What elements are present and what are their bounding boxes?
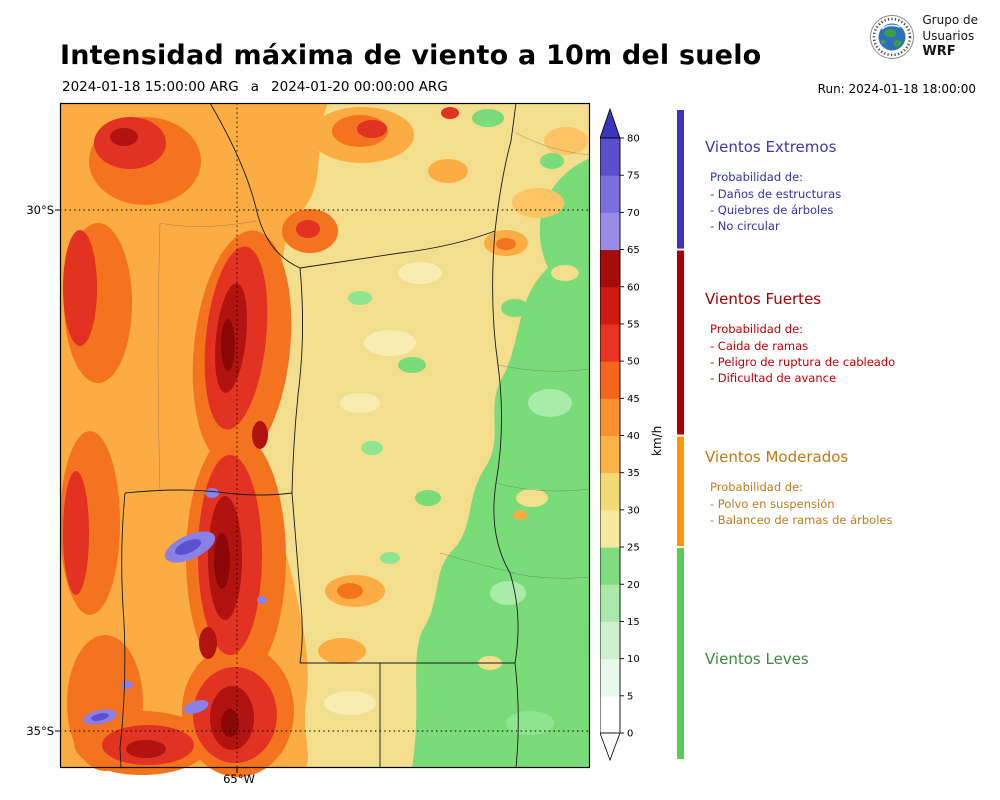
probability-label: Probabilidad de: bbox=[710, 322, 804, 336]
svg-text:30: 30 bbox=[627, 505, 640, 516]
wrf-group-logo: Grupo de Usuarios WRF bbox=[869, 13, 978, 61]
lat-tick-35s: 35°S bbox=[26, 724, 54, 738]
valid-period: 2024-01-18 15:00:00 ARG a 2024-01-20 00:00… bbox=[62, 79, 448, 95]
svg-text:0: 0 bbox=[627, 729, 633, 740]
legend-item: - Polvo en suspensión bbox=[710, 497, 835, 511]
logo-line-1: Grupo de bbox=[922, 13, 978, 27]
province-borders bbox=[119, 102, 519, 769]
legend-section-body: Probabilidad de: - Polvo en suspensión -… bbox=[705, 480, 997, 528]
svg-text:70: 70 bbox=[627, 208, 640, 219]
model-run-label: Run: 2024-01-18 18:00:00 bbox=[817, 82, 976, 96]
axis-ticks bbox=[55, 209, 238, 773]
legend-section-body: Probabilidad de: - Daños de estructuras … bbox=[705, 170, 997, 234]
legend-section-fuertes: Vientos Fuertes Probabilidad de: - Caida… bbox=[705, 290, 997, 386]
legend-section-moderados: Vientos Moderados Probabilidad de: - Pol… bbox=[705, 448, 997, 528]
colorbar-panel: 0 5 10 15 20 25 30 35 40 45 50 55 60 65 70 75 80 bbox=[599, 106, 692, 768]
wind-intensity-map bbox=[55, 102, 591, 777]
svg-text:40: 40 bbox=[627, 431, 640, 442]
legend-item: - Daños de estructuras bbox=[710, 187, 842, 201]
map-frame bbox=[59, 102, 591, 769]
legend-section-title: Vientos Leves bbox=[705, 650, 809, 668]
legend-item: - Quiebres de árboles bbox=[710, 203, 834, 217]
legend-section-leves: Vientos Leves bbox=[705, 650, 997, 668]
extreme-wind-spots bbox=[83, 488, 267, 725]
svg-text:75: 75 bbox=[627, 171, 640, 182]
svg-text:15: 15 bbox=[627, 617, 640, 628]
svg-text:50: 50 bbox=[627, 357, 640, 368]
svg-text:65: 65 bbox=[627, 245, 640, 256]
legend-section-body: Probabilidad de: - Caida de ramas - Peli… bbox=[705, 322, 997, 386]
svg-text:25: 25 bbox=[627, 543, 640, 554]
legend-item: - Caida de ramas bbox=[710, 339, 809, 353]
legend-section-title: Vientos Fuertes bbox=[705, 290, 822, 308]
svg-text:55: 55 bbox=[627, 319, 640, 330]
lat-tick-30s: 30°S bbox=[26, 203, 54, 217]
legend-item: - Peligro de ruptura de cableado bbox=[710, 355, 896, 369]
valid-from: 2024-01-18 15:00:00 ARG bbox=[62, 79, 239, 95]
svg-text:45: 45 bbox=[627, 394, 640, 405]
probability-label: Probabilidad de: bbox=[710, 480, 804, 494]
colorbar-unit-label: km/h bbox=[650, 425, 664, 456]
svg-text:5: 5 bbox=[627, 691, 633, 702]
logo-line-3: WRF bbox=[922, 44, 956, 60]
wind-speed-colorbar: 0 5 10 15 20 25 30 35 40 45 50 55 60 65 70 75 80 bbox=[599, 107, 684, 762]
legend-section-title: Vientos Extremos bbox=[705, 138, 837, 156]
legend-section-extremos: Vientos Extremos Probabilidad de: - Daño… bbox=[705, 138, 997, 234]
svg-text:10: 10 bbox=[627, 654, 640, 665]
period-separator: a bbox=[250, 79, 260, 95]
legend-section-title: Vientos Moderados bbox=[705, 448, 849, 466]
map-panel bbox=[55, 102, 591, 777]
probability-label: Probabilidad de: bbox=[710, 170, 804, 184]
wrf-logo-text: Grupo de Usuarios WRF bbox=[922, 13, 978, 61]
page-title: Intensidad máxima de viento a 10m del su… bbox=[60, 40, 762, 72]
wrf-globe-icon bbox=[870, 15, 915, 60]
valid-to: 2024-01-20 00:00:00 ARG bbox=[271, 79, 448, 95]
legend-item: - No circular bbox=[710, 219, 780, 233]
svg-text:80: 80 bbox=[627, 134, 640, 145]
lon-tick-65w: 65°W bbox=[223, 772, 255, 786]
svg-text:60: 60 bbox=[627, 282, 640, 293]
wind-field bbox=[60, 103, 590, 777]
logo-line-2: Usuarios bbox=[922, 28, 975, 43]
wind-category-legend: Vientos Extremos Probabilidad de: - Daño… bbox=[705, 108, 997, 770]
legend-item: - Balanceo de ramas de árboles bbox=[710, 513, 893, 527]
legend-item: - Dificultad de avance bbox=[710, 371, 837, 385]
department-borders bbox=[157, 132, 591, 579]
svg-text:35: 35 bbox=[627, 468, 640, 479]
svg-text:20: 20 bbox=[627, 580, 640, 591]
